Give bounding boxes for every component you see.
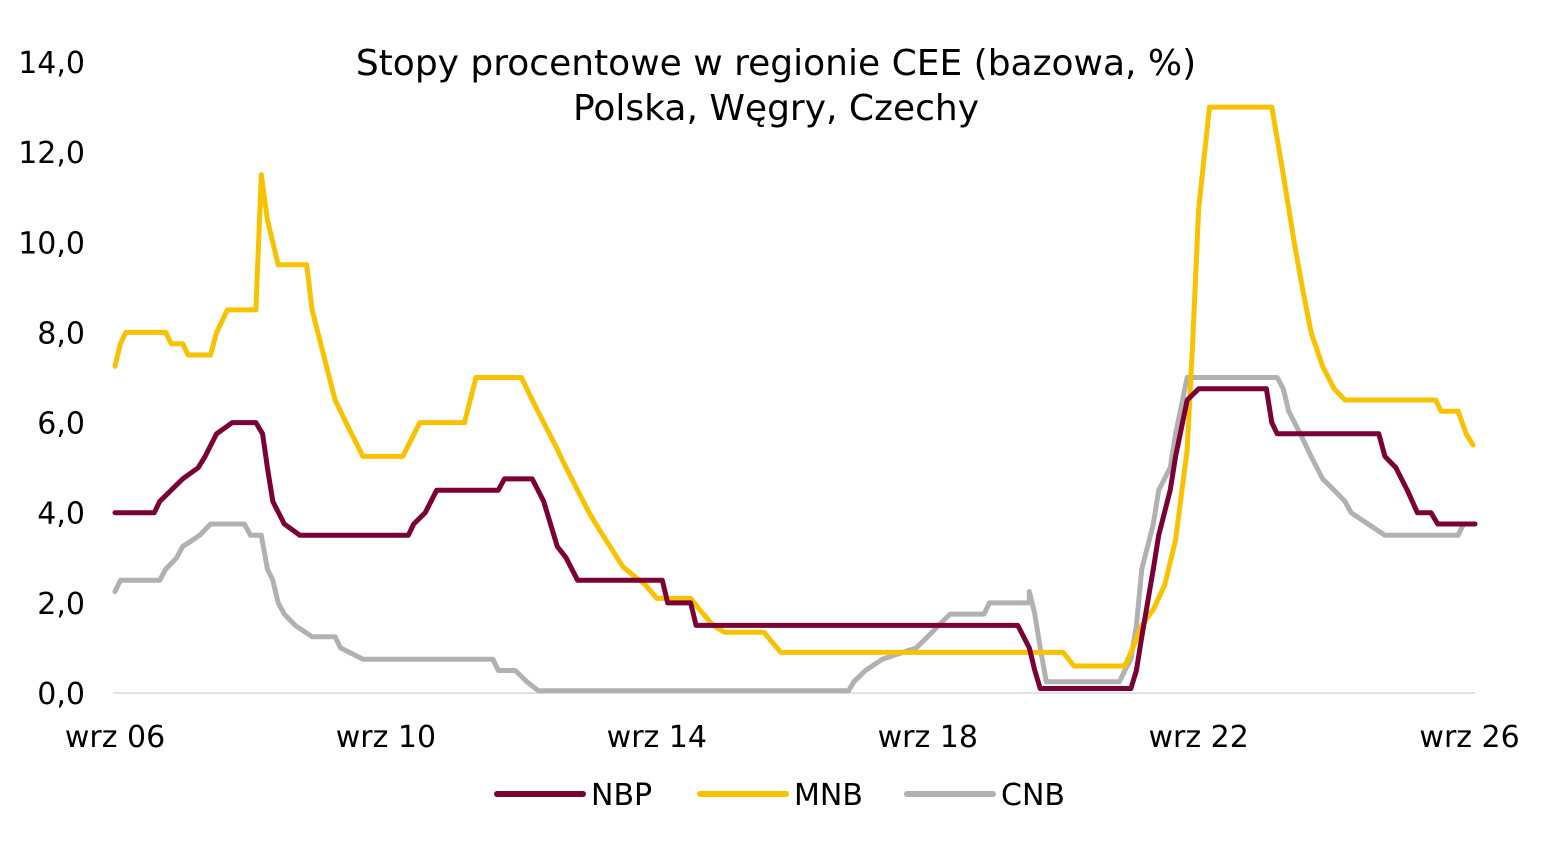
chart-title: Stopy procentowe w regionie CEE (bazowa,… — [356, 43, 1196, 84]
x-tick-label: wrz 14 — [607, 720, 707, 755]
y-tick-label: 4,0 — [37, 497, 85, 532]
y-tick-label: 10,0 — [18, 226, 85, 261]
y-tick-label: 12,0 — [18, 136, 85, 171]
x-axis-tick-labels: wrz 06 wrz 10 wrz 14 wrz 18 wrz 22 wrz 26 — [65, 720, 1520, 755]
x-tick-label: wrz 06 — [65, 720, 165, 755]
series-line-mnb — [112, 104, 1476, 669]
y-axis-tick-labels: 0,0 2,0 4,0 6,0 8,0 10,0 12,0 14,0 — [18, 46, 85, 712]
legend-item-mnb: MNB — [697, 778, 863, 813]
y-tick-label: 14,0 — [18, 46, 85, 81]
legend-item-nbp: NBP — [494, 778, 652, 813]
series-line-cnb — [112, 375, 1478, 694]
x-tick-label: wrz 26 — [1419, 720, 1519, 755]
x-tick-label: wrz 18 — [878, 720, 978, 755]
legend-label: NBP — [591, 778, 652, 813]
x-tick-label: wrz 22 — [1149, 720, 1249, 755]
series-line-nbp — [112, 386, 1478, 691]
y-tick-label: 0,0 — [37, 677, 85, 712]
legend-label: CNB — [1001, 778, 1065, 813]
legend-label: MNB — [794, 778, 863, 813]
series-lines — [112, 104, 1478, 694]
chart-subtitle: Polska, Węgry, Czechy — [573, 88, 979, 129]
y-tick-label: 8,0 — [37, 316, 85, 351]
x-tick-label: wrz 10 — [336, 720, 436, 755]
y-tick-label: 2,0 — [37, 587, 85, 622]
legend-item-cnb: CNB — [904, 778, 1065, 813]
y-tick-label: 6,0 — [37, 407, 85, 442]
chart-legend: NBP MNB CNB — [494, 778, 1065, 813]
